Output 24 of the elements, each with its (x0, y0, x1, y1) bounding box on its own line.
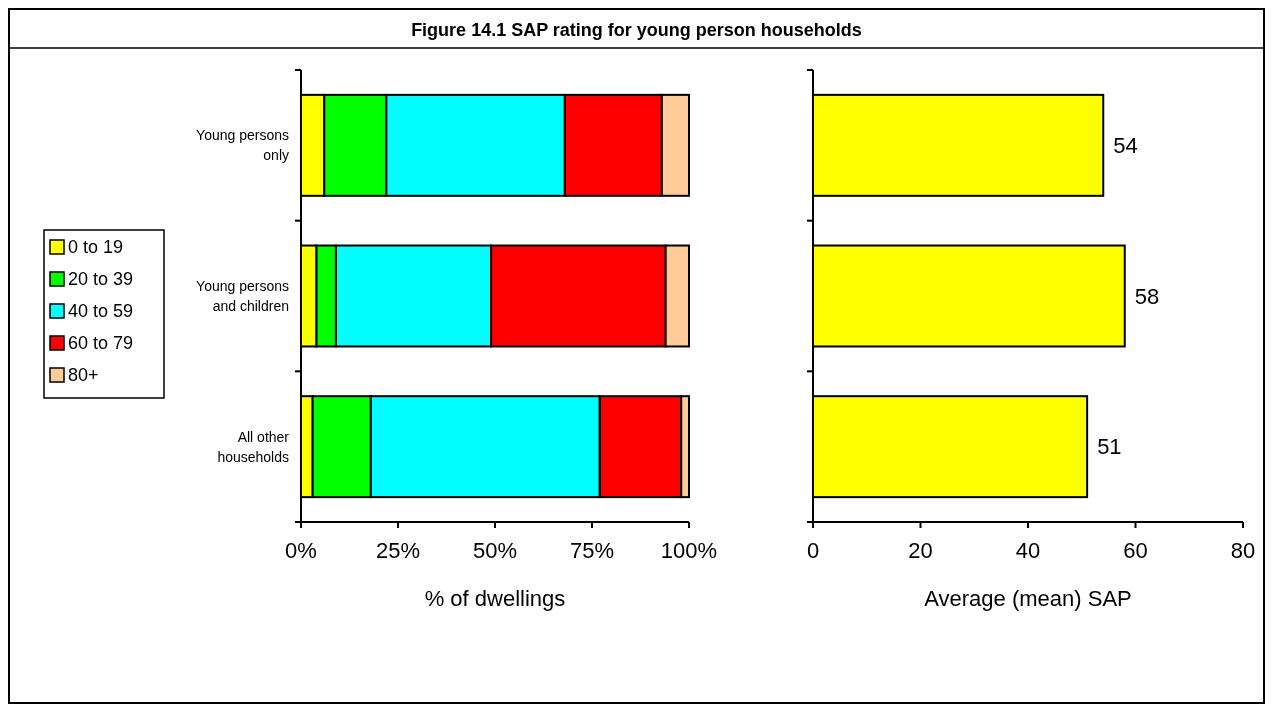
x-tick-label: 80 (1230, 538, 1256, 563)
data-label: 58 (1134, 283, 1160, 309)
x-axis-title: % of dwellings (424, 586, 566, 611)
legend-label: 60 to 79 (68, 333, 134, 354)
legend-label: 40 to 59 (68, 301, 134, 322)
y-tick-label: Young persons only (196, 127, 289, 164)
data-label: 51 (1097, 434, 1122, 460)
chart-title: Figure 14.1 SAP rating for young person households (411, 20, 862, 40)
x-tick-label: 0% (285, 538, 317, 563)
x-tick-label: 50% (472, 538, 518, 563)
x-axis-title: Average (mean) SAP (924, 586, 1132, 611)
legend-label: 20 to 39 (68, 269, 134, 290)
x-tick-label: 40 (1015, 538, 1041, 563)
legend-label: 80+ (68, 365, 99, 386)
y-tick-label: All other households (217, 428, 290, 465)
x-tick-label: 100% (660, 538, 718, 563)
legend-label: 0 to 19 (68, 237, 124, 258)
y-tick-label: Young persons and children (196, 277, 289, 314)
x-tick-label: 20 (908, 538, 933, 563)
x-tick-label: 60 (1123, 538, 1148, 563)
data-label: 54 (1113, 133, 1138, 159)
x-tick-label: 25% (375, 538, 421, 563)
x-tick-label: 75% (569, 538, 615, 563)
x-tick-label: 0 (806, 538, 820, 563)
